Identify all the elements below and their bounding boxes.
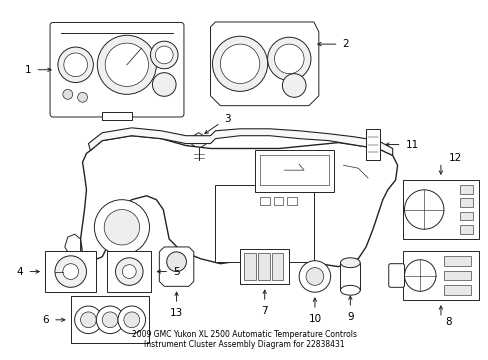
Bar: [402, 180, 478, 239]
Ellipse shape: [340, 258, 360, 267]
Circle shape: [305, 267, 323, 285]
Text: 1: 1: [25, 65, 31, 75]
Polygon shape: [210, 22, 318, 106]
Bar: [244, 253, 255, 280]
Circle shape: [123, 312, 140, 328]
Circle shape: [166, 252, 186, 271]
Circle shape: [105, 43, 148, 86]
Circle shape: [64, 53, 87, 77]
Text: 3: 3: [224, 114, 230, 124]
Circle shape: [81, 312, 96, 328]
Circle shape: [404, 190, 443, 229]
Text: 2: 2: [342, 39, 348, 49]
Text: 8: 8: [444, 317, 450, 327]
Bar: [273, 197, 283, 204]
Circle shape: [155, 46, 173, 64]
FancyBboxPatch shape: [388, 264, 404, 287]
Text: 4: 4: [17, 266, 23, 276]
Text: 7: 7: [261, 306, 267, 316]
Bar: [459, 212, 472, 220]
Circle shape: [55, 256, 86, 287]
Bar: [366, 129, 379, 160]
Bar: [102, 112, 131, 120]
Circle shape: [96, 306, 123, 334]
Circle shape: [122, 265, 136, 278]
Circle shape: [97, 35, 156, 94]
Text: 6: 6: [42, 315, 49, 325]
Bar: [259, 156, 328, 185]
Circle shape: [220, 44, 259, 84]
Text: 12: 12: [448, 153, 461, 163]
Circle shape: [58, 47, 93, 82]
Bar: [443, 285, 470, 295]
FancyBboxPatch shape: [50, 22, 183, 117]
Bar: [459, 225, 472, 234]
Circle shape: [152, 73, 176, 96]
Polygon shape: [65, 234, 81, 257]
Bar: [402, 251, 478, 300]
Polygon shape: [81, 136, 397, 267]
Circle shape: [78, 93, 87, 102]
Bar: [340, 263, 360, 290]
Text: 2009 GMC Yukon XL 2500 Automatic Temperature Controls
Instrument Cluster Assembl: 2009 GMC Yukon XL 2500 Automatic Tempera…: [132, 330, 356, 349]
Bar: [107, 251, 151, 292]
Text: 9: 9: [346, 312, 353, 322]
Text: 5: 5: [173, 266, 180, 276]
Bar: [443, 256, 470, 266]
Polygon shape: [88, 128, 392, 156]
Bar: [257, 253, 269, 280]
Circle shape: [118, 306, 145, 334]
Circle shape: [274, 44, 304, 74]
Circle shape: [102, 312, 118, 328]
Bar: [459, 198, 472, 207]
Polygon shape: [159, 247, 193, 286]
Bar: [45, 251, 96, 292]
Bar: [215, 185, 313, 262]
Circle shape: [63, 264, 79, 279]
Bar: [271, 253, 283, 280]
Circle shape: [212, 36, 267, 91]
Bar: [254, 150, 333, 192]
Circle shape: [282, 74, 305, 97]
Circle shape: [75, 306, 102, 334]
Circle shape: [404, 260, 435, 291]
Circle shape: [267, 37, 310, 81]
Circle shape: [115, 258, 143, 285]
Circle shape: [63, 89, 73, 99]
Text: 10: 10: [308, 314, 321, 324]
Circle shape: [299, 261, 330, 292]
Bar: [287, 197, 297, 204]
Bar: [71, 296, 149, 343]
Circle shape: [94, 200, 149, 255]
Bar: [459, 185, 472, 194]
Circle shape: [150, 41, 178, 69]
Ellipse shape: [340, 285, 360, 295]
Bar: [240, 249, 289, 284]
Text: 13: 13: [170, 308, 183, 318]
Bar: [443, 271, 470, 280]
Text: 11: 11: [405, 140, 418, 149]
Bar: [259, 197, 269, 204]
Circle shape: [104, 210, 140, 245]
